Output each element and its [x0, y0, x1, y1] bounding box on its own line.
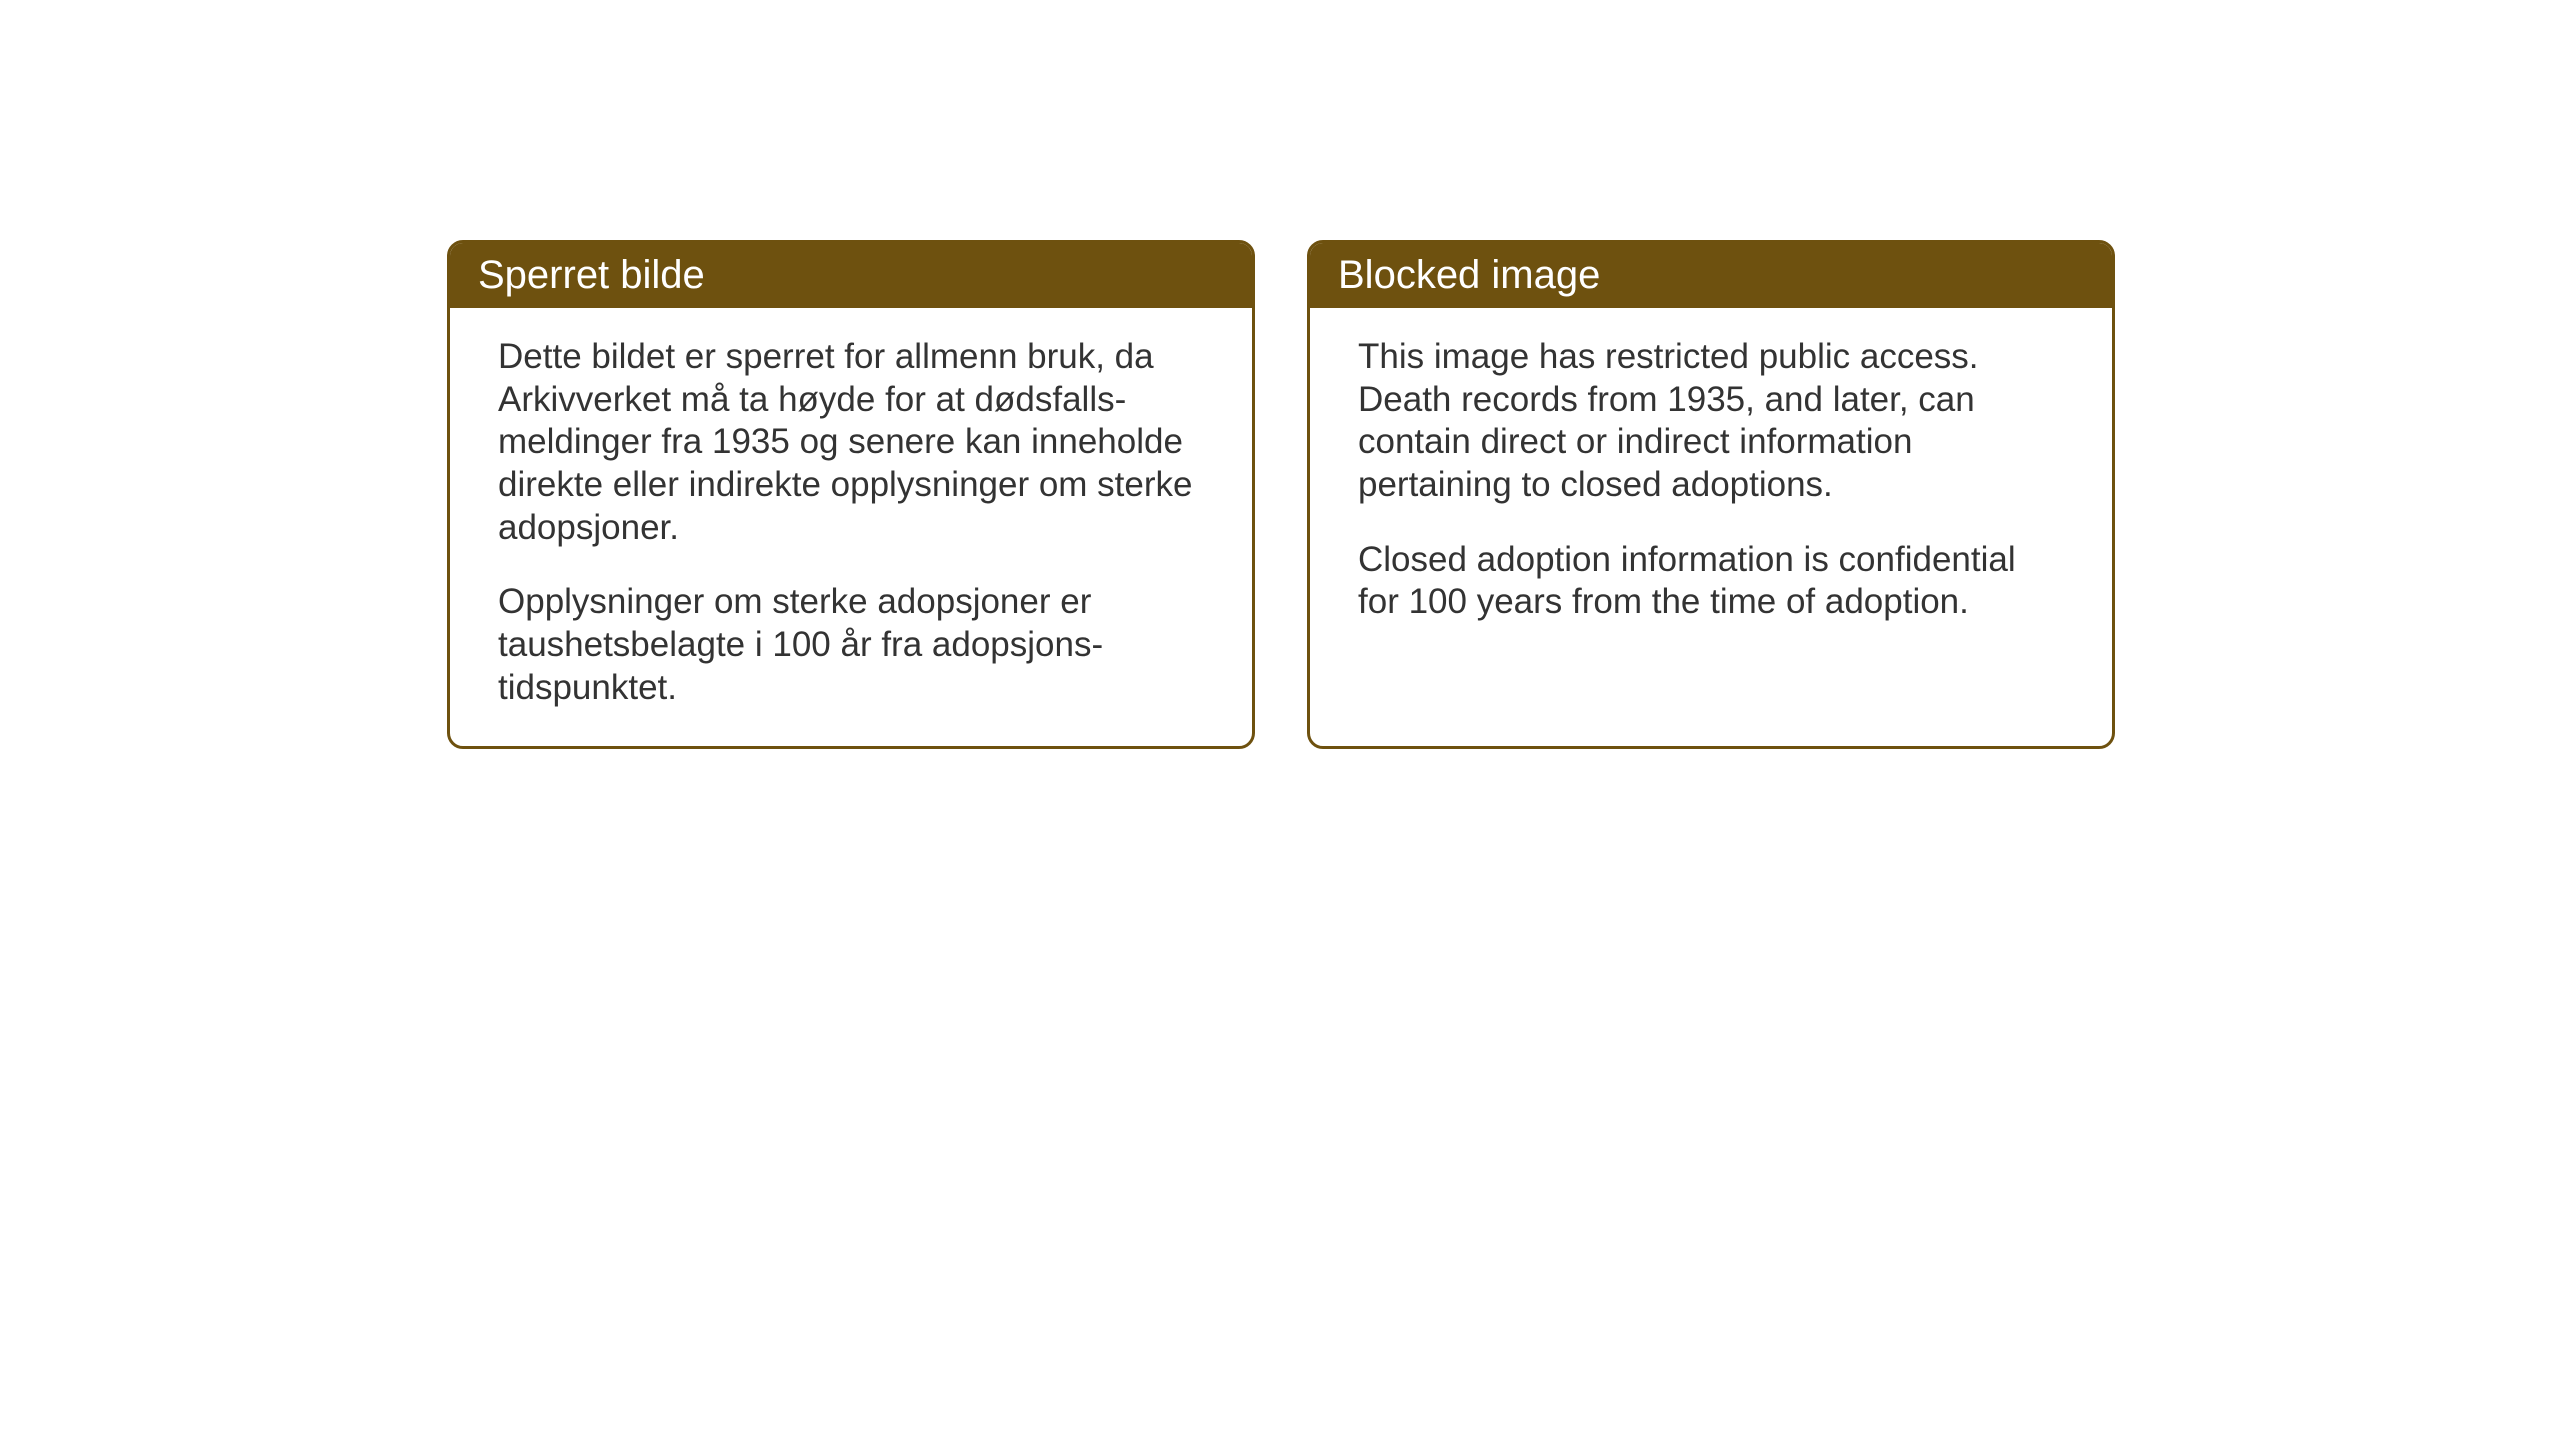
notice-paragraph-1-norwegian: Dette bildet er sperret for allmenn bruk… [498, 336, 1204, 549]
notice-container: Sperret bilde Dette bildet er sperret fo… [447, 240, 2115, 749]
notice-header-norwegian: Sperret bilde [450, 243, 1252, 308]
notice-paragraph-2-english: Closed adoption information is confident… [1358, 539, 2064, 624]
notice-title-norwegian: Sperret bilde [478, 253, 705, 297]
notice-paragraph-2-norwegian: Opplysninger om sterke adopsjoner er tau… [498, 581, 1204, 709]
notice-body-english: This image has restricted public access.… [1310, 308, 2112, 736]
notice-box-norwegian: Sperret bilde Dette bildet er sperret fo… [447, 240, 1255, 749]
notice-box-english: Blocked image This image has restricted … [1307, 240, 2115, 749]
notice-title-english: Blocked image [1338, 253, 1600, 297]
notice-header-english: Blocked image [1310, 243, 2112, 308]
notice-body-norwegian: Dette bildet er sperret for allmenn bruk… [450, 308, 1252, 746]
notice-paragraph-1-english: This image has restricted public access.… [1358, 336, 2064, 507]
